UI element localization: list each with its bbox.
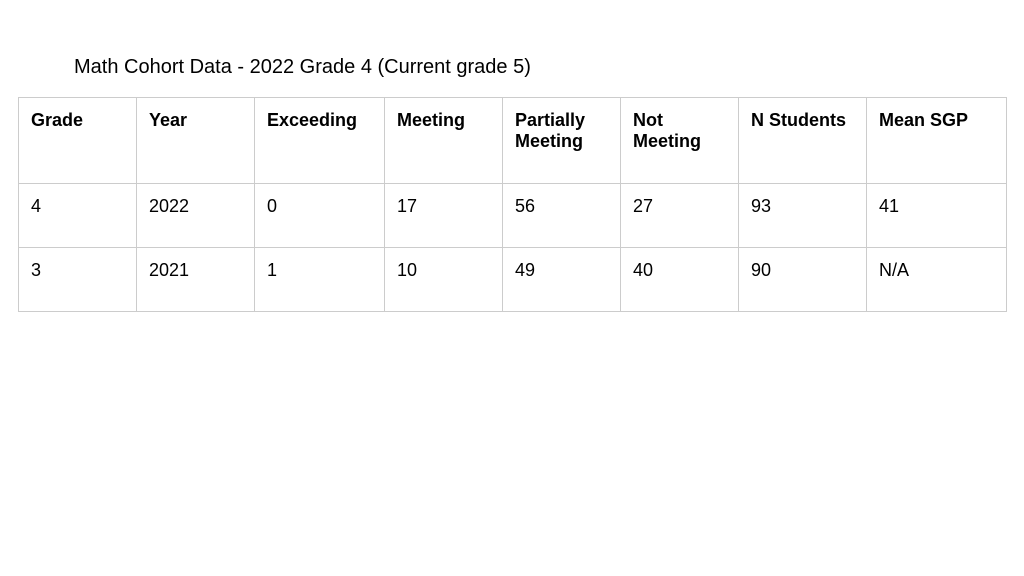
cell-meansgp: 41 bbox=[867, 184, 1007, 248]
cell-notmeet: 40 bbox=[621, 248, 739, 312]
cell-meansgp: N/A bbox=[867, 248, 1007, 312]
col-header-meeting: Meeting bbox=[385, 98, 503, 184]
cell-exceeding: 1 bbox=[255, 248, 385, 312]
cell-nstudents: 93 bbox=[739, 184, 867, 248]
cell-notmeet: 27 bbox=[621, 184, 739, 248]
col-header-nstudents: N Students bbox=[739, 98, 867, 184]
col-header-year: Year bbox=[137, 98, 255, 184]
cell-grade: 4 bbox=[19, 184, 137, 248]
cell-partial: 49 bbox=[503, 248, 621, 312]
cell-meeting: 10 bbox=[385, 248, 503, 312]
col-header-partial: Partially Meeting bbox=[503, 98, 621, 184]
cell-grade: 3 bbox=[19, 248, 137, 312]
table-row: 3 2021 1 10 49 40 90 N/A bbox=[19, 248, 1007, 312]
cell-exceeding: 0 bbox=[255, 184, 385, 248]
cohort-data-table: Grade Year Exceeding Meeting Partially M… bbox=[18, 97, 1007, 312]
col-header-meansgp: Mean SGP bbox=[867, 98, 1007, 184]
col-header-exceeding: Exceeding bbox=[255, 98, 385, 184]
page-container: Math Cohort Data - 2022 Grade 4 (Current… bbox=[0, 0, 1024, 312]
cell-year: 2022 bbox=[137, 184, 255, 248]
cell-year: 2021 bbox=[137, 248, 255, 312]
cell-nstudents: 90 bbox=[739, 248, 867, 312]
col-header-grade: Grade bbox=[19, 98, 137, 184]
table-header-row: Grade Year Exceeding Meeting Partially M… bbox=[19, 98, 1007, 184]
col-header-notmeet: Not Meeting bbox=[621, 98, 739, 184]
table-row: 4 2022 0 17 56 27 93 41 bbox=[19, 184, 1007, 248]
page-title: Math Cohort Data - 2022 Grade 4 (Current… bbox=[74, 56, 1006, 79]
cell-partial: 56 bbox=[503, 184, 621, 248]
cell-meeting: 17 bbox=[385, 184, 503, 248]
